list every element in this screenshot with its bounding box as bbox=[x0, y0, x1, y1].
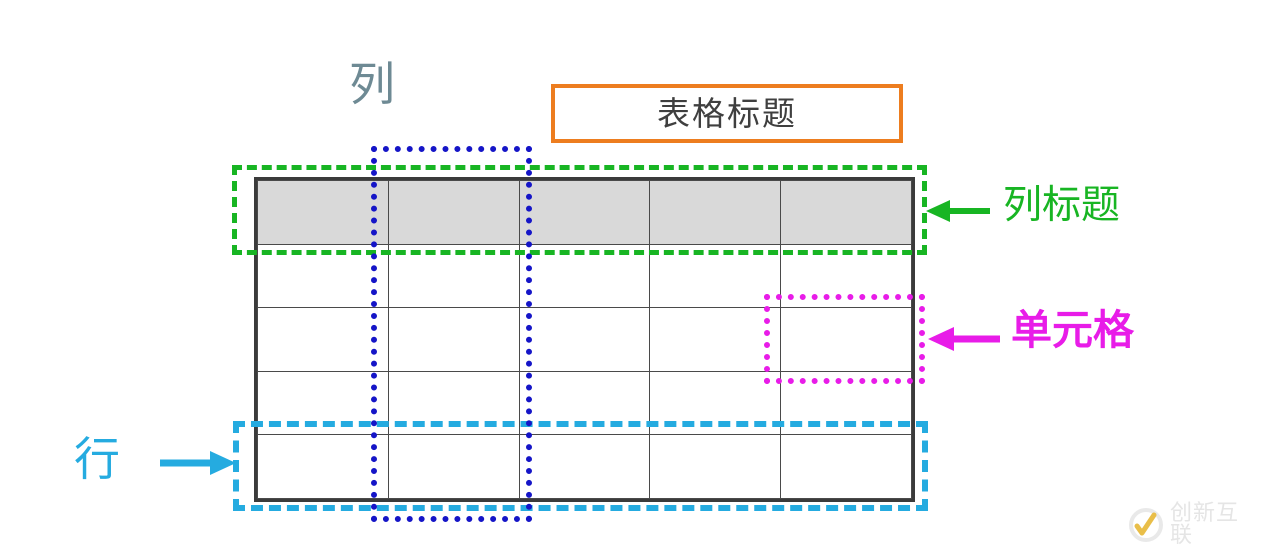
arrow-column-header-icon bbox=[926, 200, 990, 222]
table-cell bbox=[518, 307, 651, 372]
circle-swoosh-logo-icon bbox=[1129, 508, 1163, 542]
arrow-cell-icon bbox=[928, 327, 1000, 351]
watermark: 创新互联 bbox=[1128, 503, 1258, 547]
label-column: 列 bbox=[349, 57, 395, 111]
column-highlight-box bbox=[371, 146, 532, 522]
header-cell bbox=[257, 180, 389, 245]
table-cell bbox=[649, 434, 782, 499]
header-cell bbox=[780, 180, 912, 245]
watermark-text: 创新互联 bbox=[1170, 501, 1240, 548]
table-cell bbox=[387, 307, 520, 372]
table-cell bbox=[780, 434, 912, 499]
table-row bbox=[257, 307, 912, 372]
table-cell bbox=[649, 307, 782, 372]
column-header-highlight-box bbox=[232, 165, 927, 255]
header-cell bbox=[387, 180, 520, 245]
header-cell bbox=[649, 180, 782, 245]
table-row-highlighted bbox=[257, 434, 912, 499]
table-cell bbox=[387, 434, 520, 499]
label-column-header: 列标题 bbox=[1003, 183, 1121, 228]
cell-highlight-box bbox=[764, 294, 925, 384]
table-title-box: 表格标题 bbox=[551, 84, 903, 143]
arrow-row-icon bbox=[160, 451, 236, 475]
table-title-text: 表格标题 bbox=[657, 94, 797, 133]
table-cell bbox=[257, 434, 389, 499]
table-cell bbox=[257, 307, 389, 372]
table-cell-highlighted bbox=[780, 307, 912, 372]
row-highlight-box bbox=[233, 421, 928, 511]
table-cell bbox=[518, 434, 651, 499]
label-cell: 单元格 bbox=[1011, 306, 1134, 354]
label-row: 行 bbox=[74, 432, 120, 486]
